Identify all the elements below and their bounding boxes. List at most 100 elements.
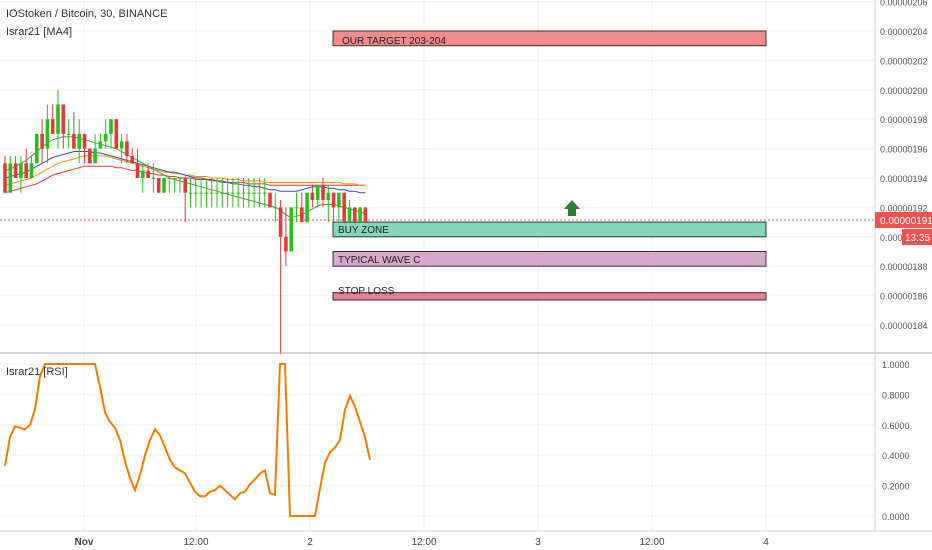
candle-body <box>363 207 368 223</box>
price-tick-label: 0.00000186 <box>880 292 928 302</box>
candle-body <box>119 141 124 149</box>
rsi-tick-label: 0.0000 <box>882 512 910 522</box>
candle-body <box>24 163 28 178</box>
candle-body <box>135 163 140 178</box>
time-axis[interactable]: Nov 12:00 2 12:00 3 12:00 4 <box>75 537 770 548</box>
candle-body <box>225 192 230 194</box>
candles <box>3 89 368 355</box>
candle-body <box>141 170 145 178</box>
candle-body <box>305 192 309 223</box>
candle-body <box>278 207 283 237</box>
candle-body <box>29 163 34 178</box>
candle-body <box>310 192 315 201</box>
wave-zone-box[interactable] <box>332 251 767 267</box>
stop-zone-box[interactable] <box>332 292 767 301</box>
price-axis[interactable]: 0.00000206 0.00000204 0.00000202 0.00000200… <box>880 0 928 331</box>
target-zone-label: OUR TARGET 203-204 <box>342 36 446 47</box>
candle-body <box>257 192 262 194</box>
candle-body <box>321 185 325 201</box>
candle-body <box>82 133 87 149</box>
candle-body <box>56 104 60 134</box>
candle-body <box>8 163 13 193</box>
price-tick-label: 0.00000192 <box>880 203 928 213</box>
up-arrow-icon <box>564 200 580 216</box>
time-tick-label: Nov <box>75 537 94 548</box>
candle-body <box>172 178 177 179</box>
buy-zone-box[interactable] <box>332 221 767 238</box>
candle-body <box>300 207 304 223</box>
zones[interactable] <box>332 30 767 301</box>
price-tick-label: 0.00000204 <box>880 27 928 37</box>
time-tick-label: 2 <box>307 537 313 548</box>
price-tick-label: 0.00000202 <box>880 56 928 66</box>
candle-body <box>236 192 240 194</box>
candle-body <box>88 148 92 164</box>
rsi-tick-label: 0.2000 <box>882 482 910 492</box>
stop-loss-label: STOP LOSS <box>338 286 395 297</box>
countdown-badge <box>902 229 932 245</box>
price-tick-label: 0.00000188 <box>880 262 928 272</box>
time-tick-label: 3 <box>535 537 541 548</box>
time-tick-label: 12:00 <box>639 537 664 548</box>
price-tick-label: 0.00000184 <box>880 321 928 331</box>
candle-body <box>109 119 113 134</box>
symbol-title[interactable]: IOStoken / Bitcoin, 30, BINANCE <box>6 8 167 20</box>
candle-body <box>273 207 278 209</box>
rsi-indicator-label[interactable]: Israr21 [RSI] <box>6 366 68 378</box>
candle-body <box>146 170 150 178</box>
candle-body <box>72 133 76 149</box>
candle-body <box>326 192 331 201</box>
candle-body <box>188 192 193 194</box>
rsi-tick-label: 1.0000 <box>882 360 910 370</box>
candle-body <box>3 163 7 193</box>
target-zone-box[interactable] <box>332 30 767 47</box>
candle-body <box>98 141 103 149</box>
candle-body <box>342 192 346 223</box>
time-tick-label: 12:00 <box>183 537 208 548</box>
candle-body <box>40 133 44 149</box>
candle-body <box>151 178 156 179</box>
candle-body <box>347 207 352 223</box>
ma-indicator-label[interactable]: Israr21 [MA4] <box>6 26 72 38</box>
candle-body <box>103 133 108 142</box>
candle-body <box>50 119 55 134</box>
candle-body <box>199 192 203 194</box>
price-tick-label: 0.00000200 <box>880 86 928 96</box>
candle-body <box>220 192 225 194</box>
candle-body <box>45 119 50 149</box>
candle-body <box>241 192 246 194</box>
price-tick-label: 0.00000206 <box>880 0 928 8</box>
candle-body <box>358 207 362 223</box>
price-tick-label: 0.00000194 <box>880 174 928 184</box>
rsi-series-line <box>4 363 371 517</box>
candle-body <box>194 192 198 194</box>
candle-body <box>337 192 341 208</box>
current-price-label: 0.00000191 <box>880 216 932 227</box>
candle-body <box>252 192 256 194</box>
rsi-tick-label: 0.6000 <box>882 421 910 431</box>
current-price-badge <box>875 212 932 228</box>
candle-body <box>289 207 293 252</box>
candle-body <box>353 207 357 223</box>
candle-body <box>284 236 288 252</box>
rsi-axis[interactable]: 1.0000 0.8000 0.6000 0.4000 0.2000 0.0000 <box>882 360 910 522</box>
candle-body <box>93 148 97 164</box>
candle-body <box>77 133 81 149</box>
price-tick-label: 0.00000198 <box>880 115 928 125</box>
candle-body <box>130 155 134 164</box>
rsi-tick-label: 0.8000 <box>882 390 910 400</box>
candle-body <box>66 133 71 135</box>
candle-body <box>231 192 235 194</box>
candle-body <box>183 178 187 193</box>
candle-body <box>215 192 219 194</box>
candle-body <box>204 192 209 194</box>
ma-line-3 <box>4 151 366 194</box>
candle-body <box>61 104 66 134</box>
price-tick-label: 0.00000196 <box>880 145 928 155</box>
buy-zone-label: BUY ZONE <box>338 225 389 236</box>
candle-body <box>35 133 39 164</box>
candle-body <box>262 192 267 194</box>
candle-body <box>125 141 129 156</box>
candle-body <box>13 163 18 178</box>
